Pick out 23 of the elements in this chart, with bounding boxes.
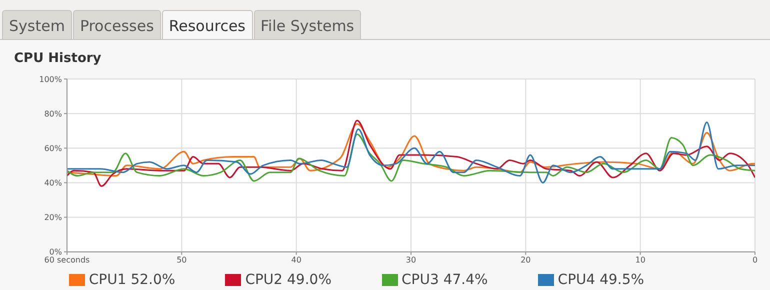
y-tick-label: 40% [44, 178, 62, 188]
legend-label: CPU1 52.0% [88, 272, 176, 288]
text: System [2, 10, 72, 41]
y-tick-label: 60% [44, 144, 62, 153]
x-tick-label: 20 [520, 256, 531, 265]
y-tick-label: 100% [39, 74, 62, 84]
text: Resources [162, 10, 252, 41]
y-tick-label: 0% [49, 248, 62, 257]
chart-title: CPU History [14, 51, 102, 66]
y-tick-label: 80% [44, 109, 62, 118]
legend-label: CPU3 47.4% [402, 272, 488, 288]
x-tick-label: 0 [752, 256, 758, 265]
legend-label: CPU2 49.0% [245, 272, 332, 288]
x-tick-label: 40 [291, 256, 302, 265]
y-tick-label: 20% [44, 213, 62, 222]
line-series [67, 134, 755, 182]
x-tick-label: 30 [406, 256, 416, 265]
legend-label: CPU4 49.5% [558, 272, 644, 288]
x-tick-label: 60 seconds [44, 256, 90, 265]
x-tick-label: 50 [176, 256, 187, 265]
text: File Systems [254, 10, 362, 41]
text: Processes [72, 10, 161, 41]
x-tick-label: 10 [635, 256, 646, 265]
